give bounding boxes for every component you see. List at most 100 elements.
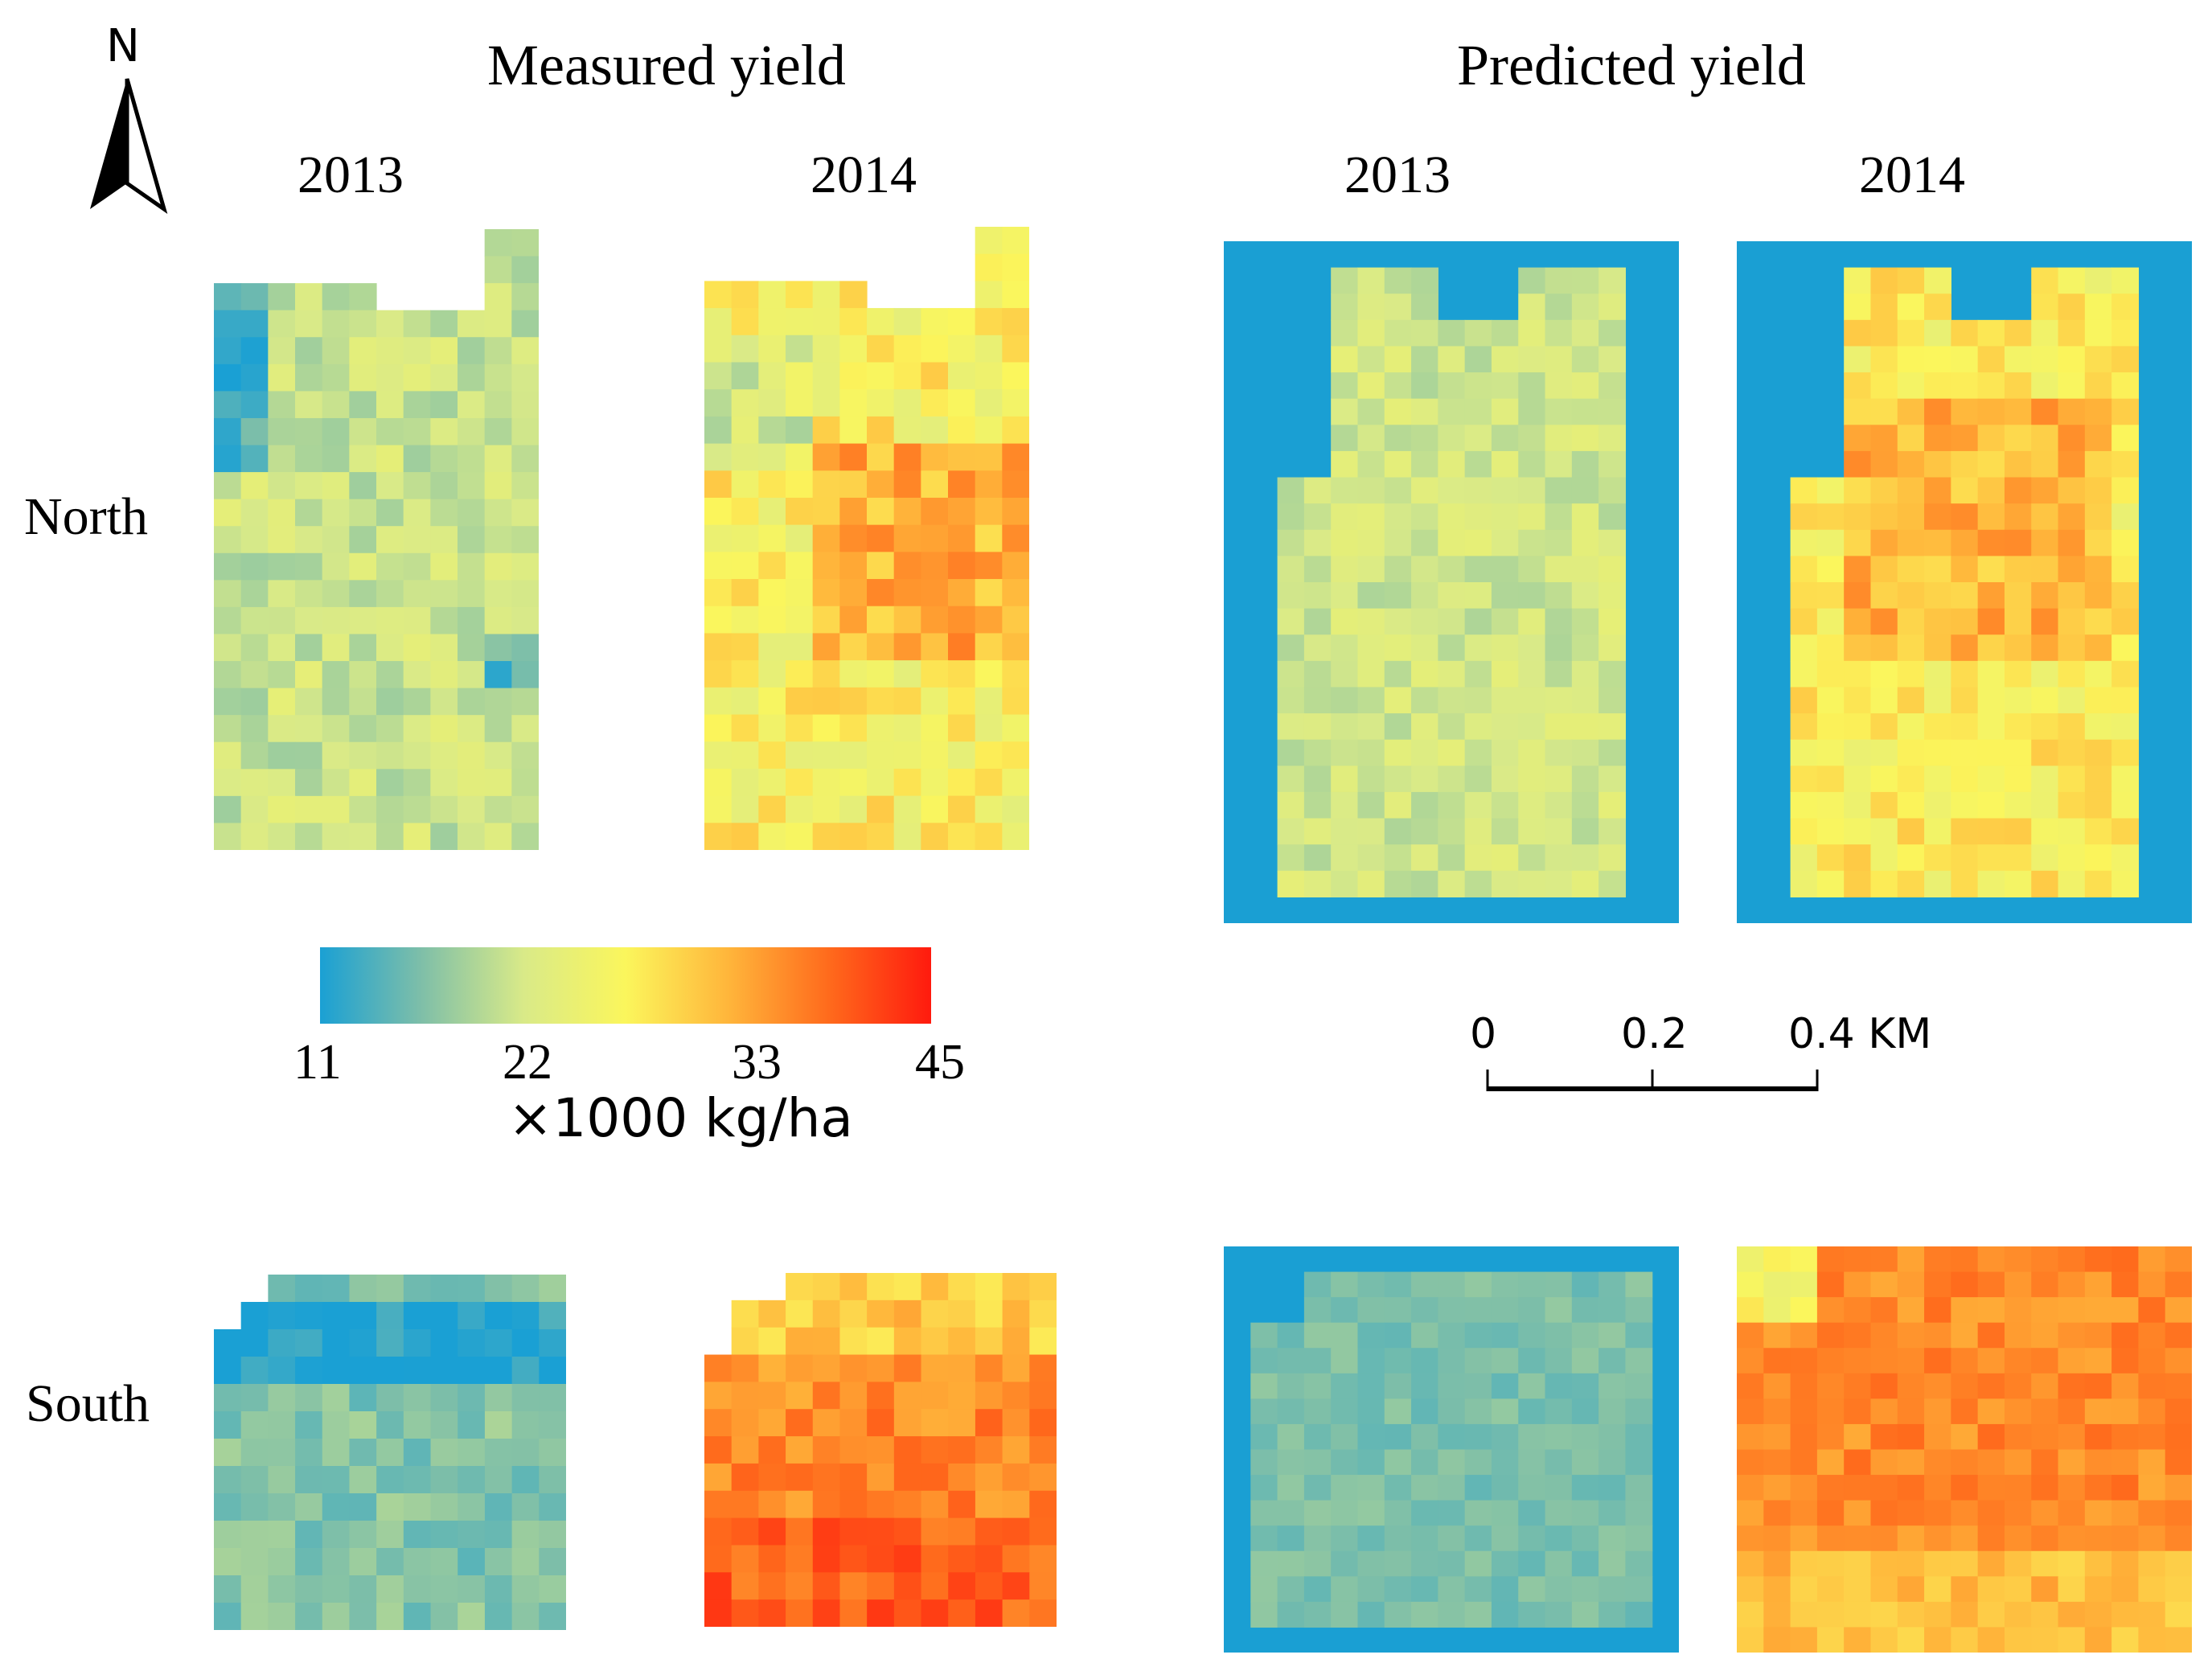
yield-cell bbox=[268, 526, 296, 554]
yield-cell bbox=[1977, 1398, 2005, 1425]
yield-cell bbox=[1897, 556, 1925, 583]
yield-cell bbox=[1029, 1599, 1057, 1627]
yield-cell bbox=[403, 472, 431, 500]
yield-cell bbox=[268, 552, 296, 581]
yield-cell bbox=[1438, 1525, 1466, 1552]
yield-cell bbox=[1411, 660, 1438, 688]
yield-cell bbox=[893, 335, 921, 363]
yield-cell bbox=[2031, 529, 2059, 556]
yield-cell bbox=[1545, 450, 1573, 478]
yield-cell bbox=[921, 389, 949, 417]
yield-cell bbox=[1277, 739, 1305, 766]
yield-cell bbox=[1571, 1449, 1599, 1476]
yield-cell bbox=[403, 1466, 432, 1494]
yield-cell bbox=[2031, 1449, 2059, 1476]
yield-cell bbox=[349, 417, 377, 446]
yield-cell bbox=[349, 1603, 377, 1630]
yield-cell bbox=[1438, 1373, 1466, 1399]
yield-cell bbox=[1357, 1423, 1385, 1451]
yield-cell bbox=[1357, 1475, 1385, 1501]
yield-cell bbox=[403, 1357, 432, 1385]
yield-cell bbox=[2031, 818, 2059, 845]
yield-cell bbox=[1844, 267, 1872, 294]
yield-cell bbox=[1897, 1423, 1925, 1451]
yield-cell bbox=[2084, 1271, 2112, 1298]
yield-cell bbox=[268, 1548, 296, 1576]
yield-cell bbox=[1545, 1449, 1573, 1476]
yield-cell bbox=[786, 1490, 814, 1519]
yield-cell bbox=[1002, 823, 1029, 850]
yield-cell bbox=[758, 1327, 786, 1356]
yield-cell bbox=[2058, 1601, 2086, 1628]
yield-cell bbox=[1870, 791, 1898, 819]
yield-cell bbox=[2084, 346, 2112, 373]
yield-cell bbox=[812, 1436, 841, 1464]
yield-cell bbox=[349, 1411, 377, 1439]
map-south-measured-2013 bbox=[214, 1275, 566, 1630]
yield-cell bbox=[975, 308, 1003, 336]
yield-cell bbox=[731, 1354, 759, 1382]
yield-cell bbox=[921, 1436, 949, 1464]
yield-cell bbox=[240, 363, 269, 392]
yield-cell bbox=[839, 687, 868, 716]
yield-cell bbox=[731, 416, 759, 445]
yield-cell bbox=[2084, 477, 2112, 504]
yield-cell bbox=[1518, 1475, 1546, 1501]
yield-cell bbox=[1464, 766, 1492, 793]
scalebar-label-0-4: 0.4 KM bbox=[1788, 1010, 1932, 1058]
yield-cell bbox=[240, 417, 269, 446]
yield-cell bbox=[1977, 739, 2005, 766]
yield-cell bbox=[268, 1275, 296, 1303]
yield-cell bbox=[731, 1490, 759, 1519]
yield-cell bbox=[2004, 503, 2032, 531]
yield-cell bbox=[975, 768, 1003, 797]
yield-cell bbox=[1816, 870, 1845, 897]
yield-cell bbox=[704, 1599, 733, 1627]
yield-cell bbox=[430, 715, 458, 743]
yield-cell bbox=[1790, 634, 1818, 662]
yield-cell bbox=[1816, 1500, 1845, 1526]
yield-cell bbox=[1491, 1398, 1519, 1425]
yield-cell bbox=[376, 823, 404, 850]
yield-cell bbox=[458, 1384, 486, 1412]
yield-cell bbox=[839, 660, 868, 688]
yield-cell bbox=[786, 687, 814, 716]
yield-cell bbox=[975, 524, 1003, 552]
yield-cell bbox=[2165, 1525, 2192, 1552]
yield-cell bbox=[1790, 1348, 1818, 1374]
yield-cell bbox=[1357, 582, 1385, 610]
yield-cell bbox=[1545, 346, 1573, 373]
yield-cell bbox=[1951, 398, 1979, 425]
yield-cell bbox=[240, 283, 269, 311]
yield-cell bbox=[1924, 556, 1951, 583]
yield-cell bbox=[812, 552, 840, 580]
scalebar bbox=[1486, 1070, 1819, 1091]
yield-cell bbox=[1924, 1576, 1951, 1603]
yield-cell bbox=[1897, 1449, 1925, 1476]
yield-cell bbox=[1790, 1500, 1818, 1526]
yield-cell bbox=[731, 1545, 759, 1573]
yield-cell bbox=[268, 661, 296, 689]
yield-cell bbox=[2031, 267, 2059, 294]
yield-cell bbox=[1518, 1398, 1546, 1425]
yield-cell bbox=[839, 1545, 868, 1573]
yield-cell bbox=[1951, 766, 1979, 793]
yield-cell bbox=[731, 768, 759, 797]
yield-cell bbox=[295, 688, 323, 716]
yield-cell bbox=[1491, 529, 1519, 556]
yield-cell bbox=[511, 499, 539, 527]
yield-cell bbox=[430, 580, 458, 608]
yield-cell bbox=[704, 714, 733, 742]
yield-cell bbox=[758, 768, 786, 797]
yield-cell bbox=[268, 1521, 296, 1549]
yield-cell bbox=[376, 769, 404, 797]
yield-cell bbox=[975, 335, 1003, 363]
yield-cell bbox=[975, 660, 1003, 688]
yield-cell bbox=[1870, 1500, 1898, 1526]
yield-cell bbox=[812, 795, 840, 823]
yield-cell bbox=[1029, 1517, 1057, 1546]
yield-cell bbox=[1438, 608, 1466, 635]
yield-cell bbox=[240, 445, 269, 473]
yield-cell bbox=[2031, 1348, 2059, 1374]
yield-cell bbox=[1545, 582, 1573, 610]
